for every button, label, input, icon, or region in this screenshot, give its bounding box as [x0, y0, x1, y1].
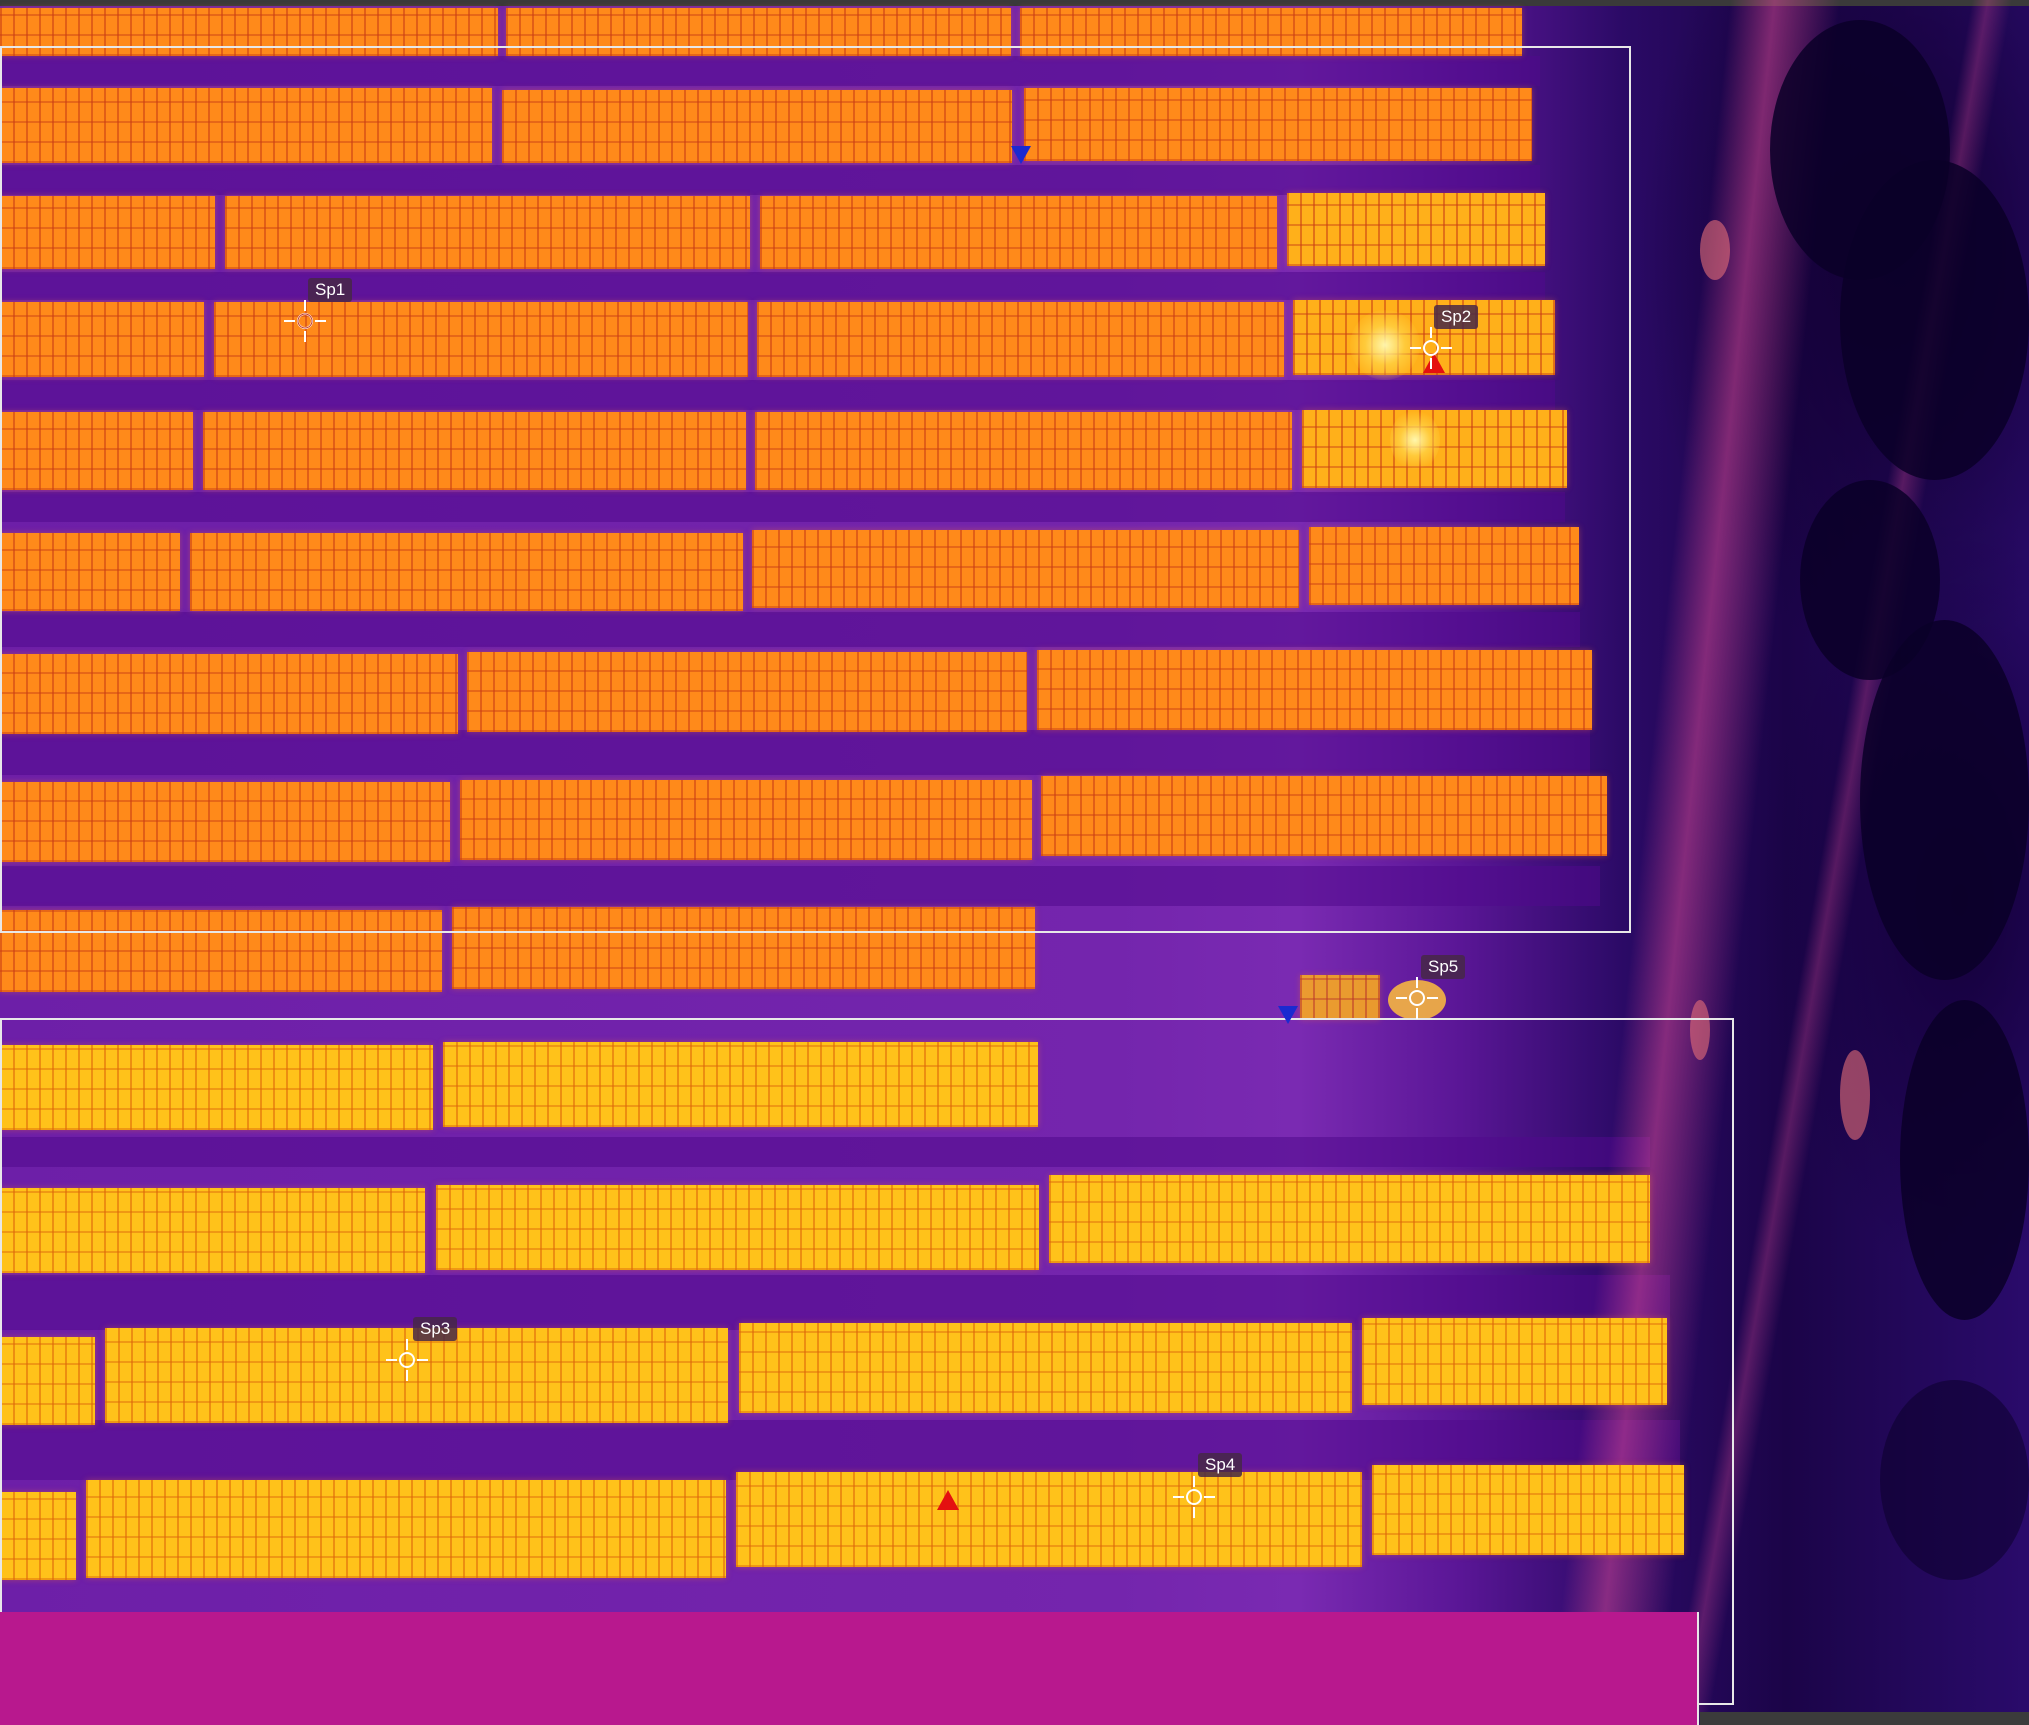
solar-panel-table — [190, 533, 743, 611]
window-top-border — [0, 0, 2029, 6]
solar-panel-table — [0, 654, 458, 734]
box2-min-temp-marker-icon — [1278, 1006, 1298, 1024]
solar-panel-table — [736, 1472, 1362, 1567]
ground-strip — [0, 380, 1555, 410]
measurement-box-lower[interactable] — [0, 1018, 1734, 1705]
solar-panel-table — [0, 782, 450, 862]
solar-panel-table — [739, 1323, 1352, 1413]
solar-panel-table — [0, 412, 193, 490]
solar-panel-table — [105, 1328, 728, 1423]
box2-max-temp-marker-icon — [937, 1490, 959, 1510]
solar-panel-table — [506, 8, 1011, 56]
solar-panel-table — [1037, 650, 1592, 730]
solar-panel-table — [1309, 527, 1579, 605]
crosshair-icon — [1410, 327, 1452, 369]
solar-panel-table — [1287, 193, 1545, 266]
box1-min-temp-marker-icon — [1011, 146, 1031, 164]
solar-panel-table — [0, 1045, 433, 1130]
crosshair-icon — [1396, 977, 1438, 1019]
ground-strip — [0, 866, 1600, 906]
solar-panel-table — [1362, 1318, 1667, 1405]
ground-strip — [0, 612, 1580, 647]
tree-canopy — [1840, 160, 2029, 480]
solar-panel-table — [460, 780, 1032, 860]
solar-panel-table — [203, 412, 746, 490]
solar-panel-table — [0, 910, 442, 992]
ground-strip — [0, 492, 1565, 522]
ground-strip — [0, 56, 1540, 86]
spot-label: Sp4 — [1198, 1453, 1243, 1477]
crosshair-icon — [284, 300, 326, 342]
warm-ground-patch — [1690, 1000, 1710, 1060]
crosshair-icon — [1173, 1476, 1215, 1518]
warm-ground-patch — [1700, 220, 1730, 280]
thermal-hotspot — [1350, 310, 1420, 380]
solar-panel-table — [502, 90, 1012, 163]
spot-sp2[interactable] — [1408, 325, 1454, 371]
ground-strip — [0, 1137, 1650, 1167]
solar-panel-table — [0, 8, 498, 56]
solar-panel-table — [0, 88, 492, 163]
solar-panel-table — [1020, 8, 1522, 56]
box1-max-temp-marker-icon — [1423, 353, 1445, 373]
solar-panel-table — [1049, 1175, 1650, 1263]
solar-panel-table — [0, 533, 180, 611]
bottom-overlay-edge — [1697, 1612, 1699, 1725]
solar-panel-table — [757, 302, 1284, 377]
spot-sp5[interactable] — [1394, 975, 1440, 1021]
solar-panel-table — [0, 1492, 76, 1580]
ground-strip — [0, 272, 1545, 300]
solar-panel-table — [1041, 776, 1607, 856]
solar-panel-table — [443, 1042, 1038, 1127]
solar-panel-table — [225, 196, 750, 269]
bottom-overlay-panel — [0, 1612, 1697, 1725]
ground-strip — [0, 165, 1540, 195]
spot-label: Sp1 — [308, 278, 353, 302]
solar-panel-table — [0, 1188, 425, 1273]
tree-canopy — [1900, 1000, 2029, 1320]
spot-sp3[interactable] — [384, 1337, 430, 1383]
solar-panel-table — [452, 907, 1035, 989]
solar-panel-table — [0, 1337, 95, 1425]
solar-panel-table — [755, 412, 1292, 490]
spot-sp4[interactable] — [1171, 1474, 1217, 1520]
solar-panel-table — [467, 652, 1027, 732]
spot-label: Sp2 — [1434, 305, 1479, 329]
solar-panel-table — [1372, 1465, 1684, 1555]
window-bottom-border — [1700, 1712, 2029, 1725]
solar-panel-table — [214, 302, 748, 377]
tree-canopy — [1860, 620, 2029, 980]
solar-panel-table — [86, 1480, 726, 1578]
measurement-box-upper[interactable] — [0, 46, 1631, 933]
solar-panel-table — [752, 530, 1299, 608]
spot-label: Sp3 — [413, 1317, 458, 1341]
ground-strip — [0, 730, 1590, 775]
solar-panel-table — [436, 1185, 1039, 1270]
solar-panel-table — [1024, 88, 1532, 161]
warm-ground-patch — [1840, 1050, 1870, 1140]
solar-panel-table — [0, 302, 204, 377]
solar-panel-table — [0, 196, 215, 269]
tree-canopy — [1880, 1380, 2029, 1580]
equipment-hotspot — [1300, 975, 1380, 1020]
crosshair-icon — [386, 1339, 428, 1381]
solar-panel-table — [760, 196, 1277, 269]
spot-label: Sp5 — [1421, 955, 1466, 979]
thermal-hotspot — [1390, 410, 1440, 470]
spot-sp1[interactable] — [282, 298, 328, 344]
